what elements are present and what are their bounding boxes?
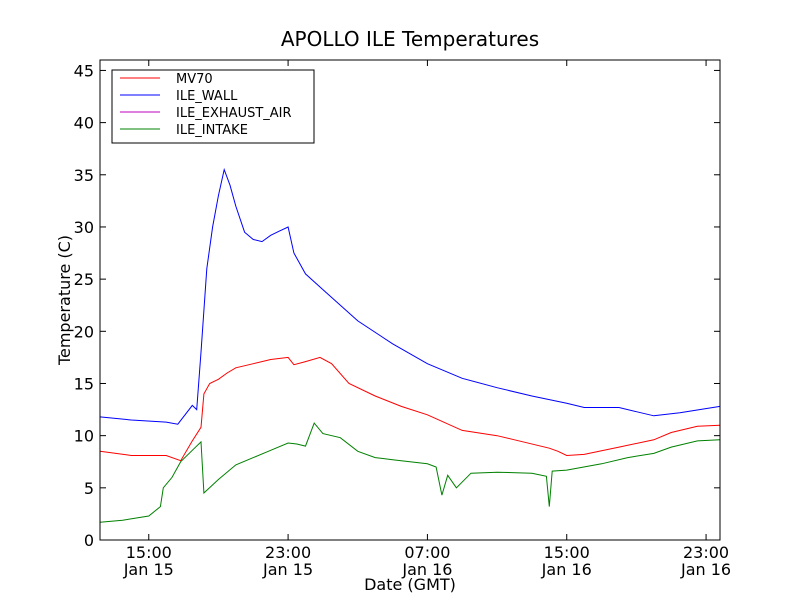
- x-tick-date-label: Jan 16: [680, 560, 731, 579]
- y-tick-label: 35: [74, 166, 94, 185]
- y-tick-label: 40: [74, 114, 94, 133]
- x-tick-time-label: 07:00: [404, 543, 450, 562]
- y-tick-label: 25: [74, 270, 94, 289]
- legend-label: ILE_INTAKE: [176, 123, 248, 138]
- plot-area: [99, 167, 721, 523]
- x-tick-date-label: Jan 16: [541, 560, 592, 579]
- y-tick-label: 5: [84, 479, 94, 498]
- y-tick-label: 45: [74, 61, 94, 80]
- y-tick-label: 0: [84, 531, 94, 550]
- plot-frame: [99, 59, 721, 541]
- legend: MV70 ILE_WALL ILE_EXHAUST_AIR ILE_INTAKE: [111, 69, 315, 144]
- x-tick-date-label: Jan 16: [401, 560, 452, 579]
- x-tick-time-label: 23:00: [683, 543, 729, 562]
- y-tick-label: 10: [74, 427, 94, 446]
- x-tick-time-label: 15:00: [126, 543, 172, 562]
- y-tick-label: 20: [74, 322, 94, 341]
- series-line-ile-intake: [99, 422, 721, 523]
- chart-title: APOLLO ILE Temperatures: [281, 27, 539, 51]
- x-axis-title: Date (GMT): [364, 575, 456, 594]
- y-tick-label: 15: [74, 374, 94, 393]
- y-axis: 0 5 10 15 20 25 30 35 40 45: [74, 61, 720, 550]
- series-line-mv70: [99, 356, 721, 462]
- x-tick-time-label: 15:00: [544, 543, 590, 562]
- y-axis-title: Temperature (C): [55, 235, 74, 366]
- legend-label: ILE_WALL: [176, 89, 238, 104]
- legend-box: [111, 69, 315, 144]
- legend-label: MV70: [176, 72, 213, 87]
- legend-label: ILE_EXHAUST_AIR: [176, 106, 292, 121]
- x-tick-time-label: 23:00: [265, 543, 311, 562]
- x-tick-date-label: Jan 15: [123, 560, 174, 579]
- series-line-ile-wall: [99, 167, 721, 425]
- y-tick-label: 30: [74, 218, 94, 237]
- x-tick-date-label: Jan 15: [262, 560, 313, 579]
